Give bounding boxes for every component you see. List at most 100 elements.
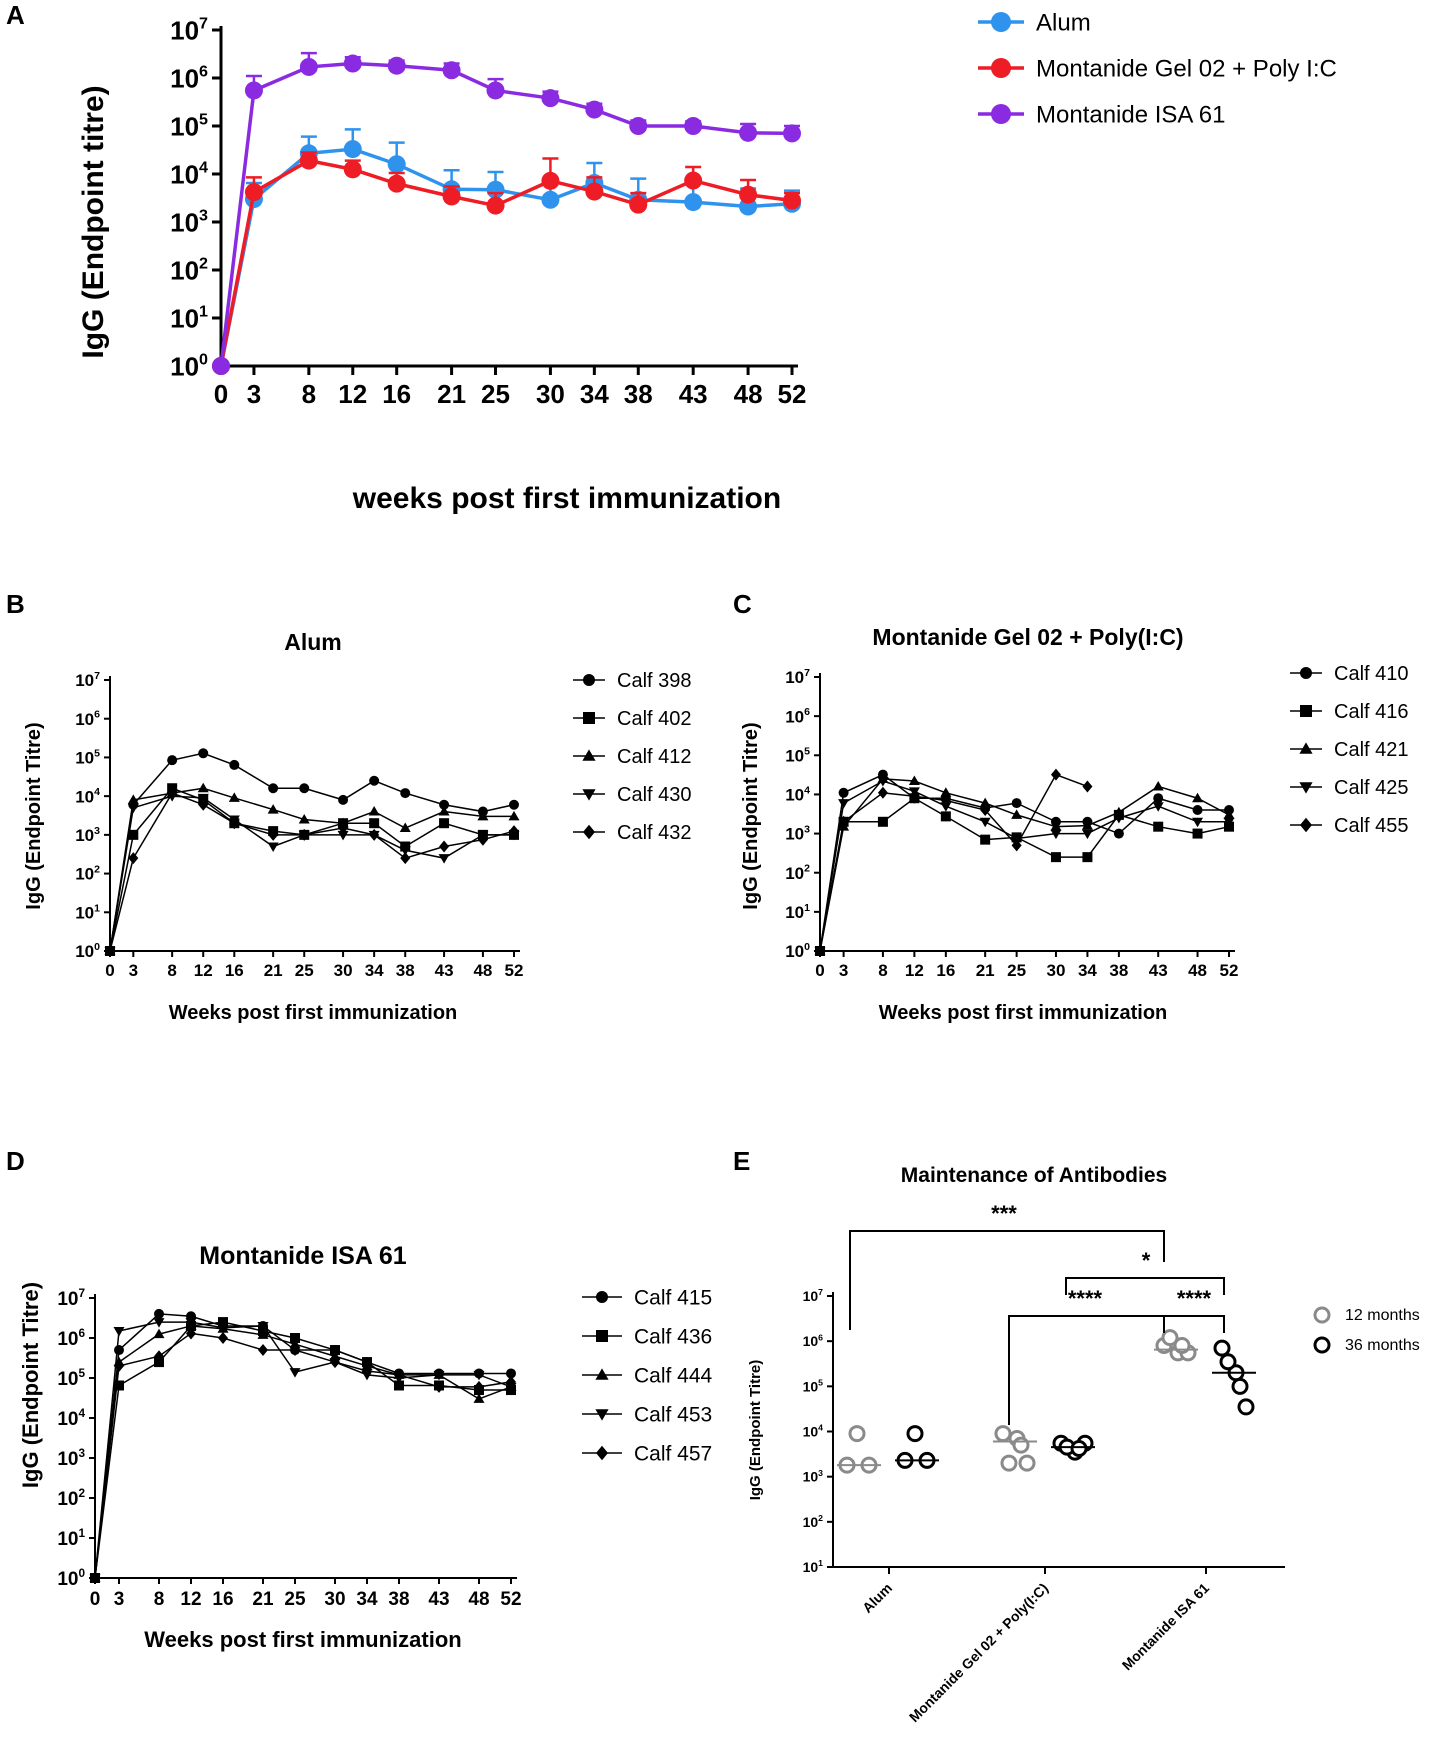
significance-bracket	[849, 1230, 1165, 1330]
data-point	[167, 787, 178, 800]
x-tick-label: 34	[365, 961, 384, 980]
x-tick-label: 38	[396, 961, 415, 980]
data-point	[908, 775, 920, 786]
data-point	[684, 117, 703, 135]
data-point	[1050, 768, 1061, 781]
data-point	[338, 822, 349, 835]
x-tick-label: 3	[839, 961, 848, 980]
data-point	[128, 829, 139, 840]
x-tick-label: 12	[338, 379, 367, 409]
y-tick-label: 103	[57, 1447, 85, 1470]
data-point	[268, 828, 279, 841]
tick-exponent: 6	[804, 706, 810, 718]
data-point	[473, 1393, 485, 1403]
data-point	[994, 1425, 1012, 1443]
panel-e-legend: 12 months 36 months	[1313, 1306, 1420, 1354]
tick-base: 10	[803, 1424, 819, 1440]
tick-base: 10	[170, 63, 199, 93]
x-tick-label: 16	[936, 961, 955, 980]
data-point	[127, 803, 139, 814]
data-point	[154, 1308, 164, 1319]
data-point	[299, 151, 318, 170]
data-point	[474, 1380, 484, 1393]
x-tick-label: 30	[334, 961, 353, 980]
data-point	[1070, 1440, 1088, 1458]
y-tick-label: 105	[170, 110, 208, 141]
tick-exponent: 1	[78, 1527, 85, 1540]
x-tick-label: 3	[129, 961, 138, 980]
tick-exponent: 7	[804, 667, 810, 679]
x-tick-label: 25	[481, 379, 510, 409]
x-tick-label: 43	[428, 1589, 449, 1610]
tick-exponent: 3	[78, 1447, 85, 1460]
y-tick-label: 105	[785, 745, 810, 765]
tick-exponent: 3	[818, 1468, 823, 1478]
data-point	[257, 1329, 269, 1339]
data-point	[197, 782, 209, 793]
legend-marker	[583, 712, 595, 724]
y-tick-label: 103	[75, 825, 100, 845]
tick-base: 10	[170, 111, 199, 141]
x-tick-label: 16	[382, 379, 411, 409]
data-point	[127, 794, 139, 804]
tick-exponent: 5	[199, 110, 208, 128]
tick-exponent: 0	[78, 1567, 85, 1580]
tick-base: 10	[57, 1489, 78, 1510]
significance-label: ***	[991, 1201, 1017, 1226]
x-category-label: Alum	[859, 1580, 895, 1616]
data-point	[114, 1380, 124, 1391]
y-tick-label: 103	[785, 824, 810, 844]
data-point	[289, 1338, 301, 1349]
y-tick-label: 104	[75, 786, 100, 806]
data-point	[1000, 1454, 1018, 1472]
series-line	[109, 787, 514, 952]
legend-label: Calf 453	[634, 1403, 712, 1426]
data-point	[329, 1350, 341, 1361]
data-point	[369, 828, 380, 841]
x-tick-label: 52	[505, 961, 524, 980]
legend-label: Calf 421	[1334, 739, 1409, 761]
data-point	[338, 794, 349, 805]
tick-exponent: 7	[94, 670, 100, 682]
tick-exponent: 3	[199, 206, 208, 224]
y-tick-label: 100	[170, 350, 208, 381]
data-point	[1192, 828, 1203, 839]
panel-a-legend: Alum Montanide Gel 02 + Poly I:C Montanide…	[978, 9, 1337, 128]
y-tick-label: 102	[170, 254, 208, 285]
data-point	[1011, 834, 1023, 844]
y-tick-label: 107	[170, 14, 208, 45]
panel-b-legend: Calf 398 Calf 402 Calf 412 Calf 430 Calf 432	[573, 670, 692, 844]
legend-label: Calf 410	[1334, 663, 1409, 685]
legend-label: Calf 398	[617, 670, 692, 692]
data-point	[439, 840, 450, 853]
tick-base: 10	[803, 1469, 819, 1485]
series-calf-425	[814, 777, 1235, 957]
tick-exponent: 6	[94, 709, 100, 721]
data-point	[198, 798, 209, 811]
series-line	[819, 773, 1088, 952]
tick-base: 10	[170, 303, 199, 333]
legend-label: Montanide Gel 02 + Poly I:C	[1036, 55, 1337, 82]
legend-marker	[595, 1409, 609, 1421]
data-point	[229, 759, 240, 770]
tick-exponent: 0	[804, 941, 810, 953]
x-tick-label: 38	[388, 1589, 409, 1610]
y-tick-label: 107	[57, 1287, 85, 1310]
series-calf-421	[814, 773, 1235, 955]
tick-exponent: 4	[199, 158, 208, 176]
tick-base: 10	[57, 1289, 78, 1310]
data-point	[1152, 802, 1164, 812]
panel-c-legend: Calf 410 Calf 416 Calf 421 Calf 425 Calf 455	[1290, 663, 1409, 837]
data-point	[940, 802, 952, 812]
panel-c-chart: Montanide Gel 02 + Poly(I:C) IgG (Endpoi…	[740, 624, 1409, 1024]
legend-label: Alum	[1036, 9, 1091, 36]
series-calf-415	[90, 1308, 516, 1583]
panel-b-series	[104, 748, 520, 957]
data-point	[434, 1380, 444, 1393]
data-point	[244, 183, 263, 202]
data-point	[1152, 780, 1164, 791]
data-point	[218, 1317, 228, 1328]
significance-bracket	[1163, 1315, 1225, 1333]
data-point	[541, 190, 560, 209]
panel-d-y-axis-label: IgG (Endpoint Titre)	[18, 1282, 43, 1488]
